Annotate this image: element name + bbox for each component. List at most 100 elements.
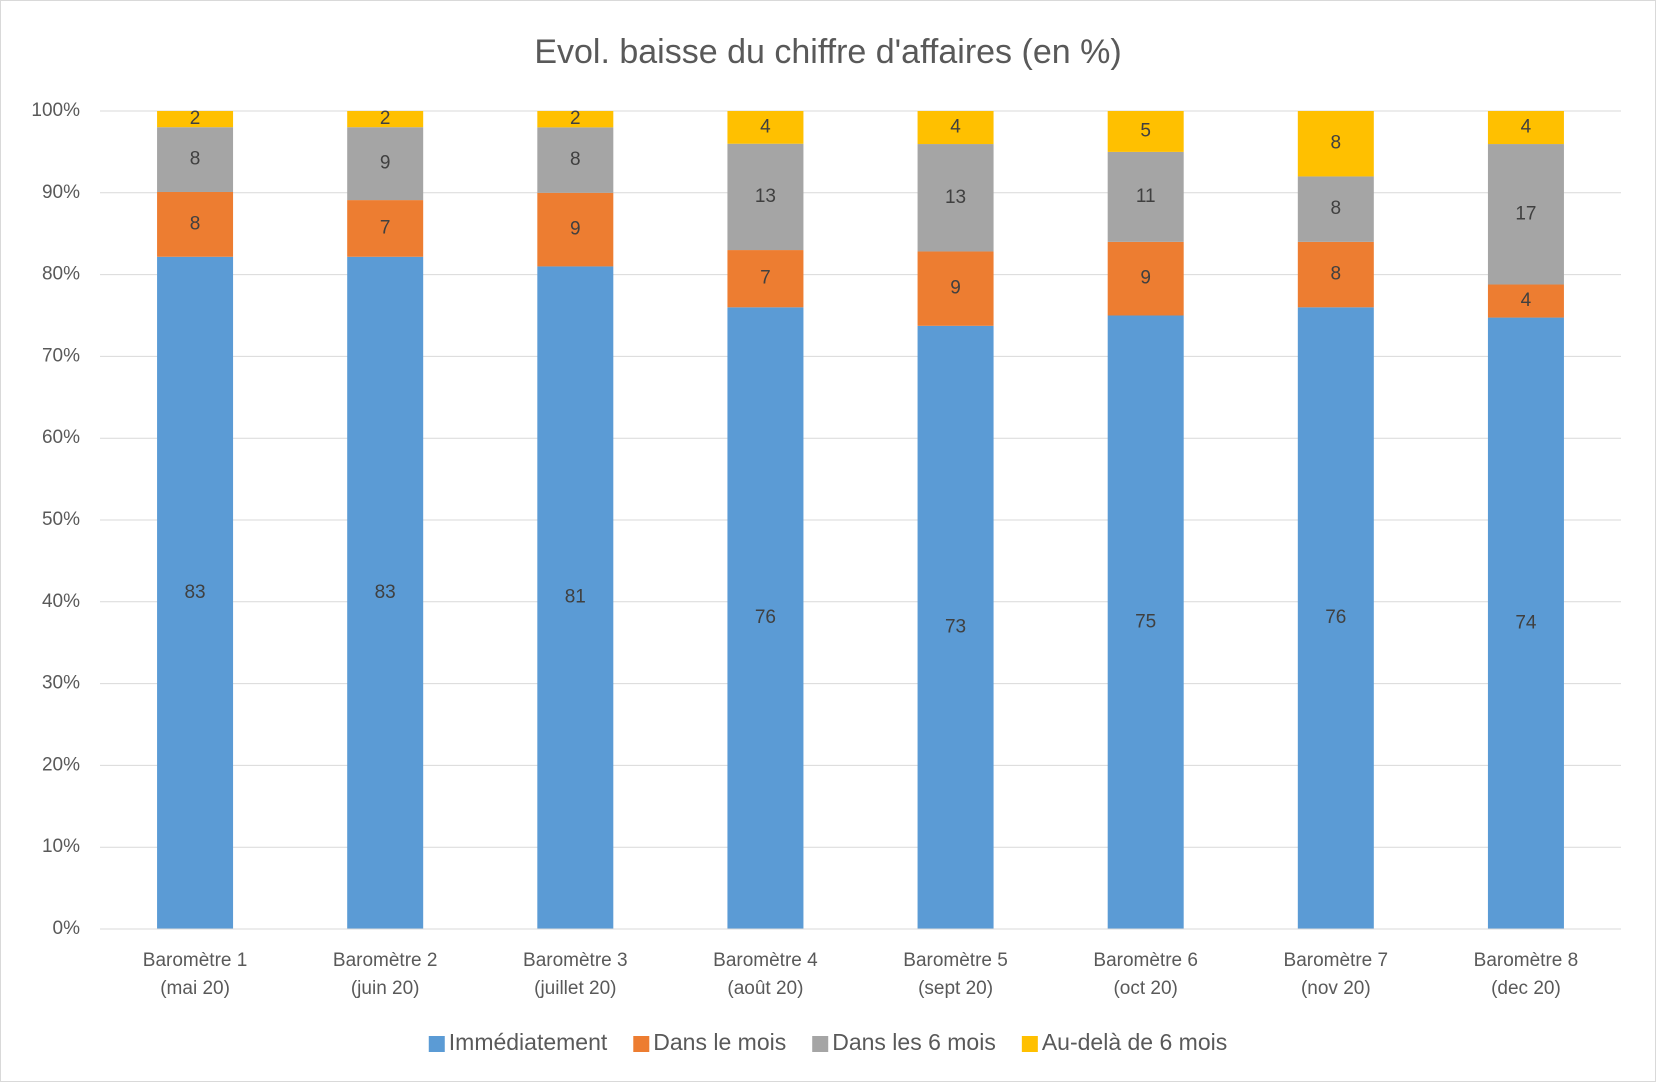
x-tick-label: (juin 20): [351, 978, 420, 999]
legend-swatch: [1021, 1036, 1038, 1052]
value-label: 8: [1331, 198, 1342, 219]
bar-segment: [1487, 317, 1564, 929]
bar-segment: [1487, 144, 1564, 285]
value-label: 74: [1515, 612, 1537, 633]
bar-segment: [537, 192, 614, 267]
bar-segment: [157, 191, 234, 257]
bar-segment: [917, 144, 994, 252]
bar-segment: [347, 256, 424, 929]
bar-segment: [537, 111, 614, 128]
value-label: 2: [190, 108, 201, 129]
value-label: 8: [1331, 264, 1342, 285]
value-label: 9: [1140, 268, 1151, 289]
value-label: 4: [950, 117, 961, 138]
bar-segment: [1107, 151, 1184, 242]
legend-swatch: [428, 1036, 445, 1052]
bar-segment: [1297, 111, 1374, 177]
legend-label: Dans le mois: [653, 1029, 786, 1055]
bar-segment: [917, 325, 994, 930]
value-label: 83: [375, 582, 396, 603]
value-label: 8: [1331, 133, 1342, 154]
value-label: 75: [1135, 611, 1156, 632]
legend-label: Au-delà de 6 mois: [1042, 1029, 1227, 1055]
bar-segment: [1487, 111, 1564, 145]
x-tick-label: Baromètre 5: [903, 950, 1008, 971]
bar-segment: [347, 200, 424, 257]
value-label: 13: [945, 187, 966, 208]
bar-segment: [727, 250, 804, 308]
value-label: 8: [190, 213, 201, 234]
bar-segment: [727, 111, 804, 144]
y-tick-label: 10%: [42, 836, 80, 857]
value-label: 8: [190, 149, 201, 170]
x-tick-label: Baromètre 1: [143, 950, 248, 971]
x-tick-label: (nov 20): [1301, 978, 1371, 999]
y-tick-label: 50%: [42, 509, 80, 530]
value-label: 7: [380, 217, 391, 238]
bar-segment: [537, 127, 614, 193]
bar-segment: [1107, 111, 1184, 152]
value-label: 5: [1140, 120, 1151, 141]
y-tick-label: 40%: [42, 591, 80, 612]
y-tick-label: 90%: [42, 182, 80, 203]
x-tick-label: (dec 20): [1491, 978, 1561, 999]
x-tick-label: Baromètre 2: [333, 950, 438, 971]
value-label: 9: [570, 219, 581, 240]
legend-swatch: [633, 1036, 650, 1052]
value-label: 8: [570, 149, 581, 170]
value-label: 9: [380, 153, 391, 174]
bar-segment: [157, 256, 234, 929]
bar-segment: [1487, 284, 1564, 318]
bar-segment: [917, 111, 994, 145]
x-tick-label: Baromètre 4: [713, 950, 818, 971]
y-tick-label: 0%: [53, 918, 81, 939]
value-label: 13: [755, 186, 776, 207]
x-tick-label: Baromètre 8: [1474, 950, 1579, 971]
x-tick-label: (mai 20): [160, 978, 230, 999]
bar-segment: [1107, 315, 1184, 929]
value-label: 11: [1136, 186, 1156, 207]
y-tick-label: 80%: [42, 264, 80, 285]
value-label: 76: [755, 607, 776, 628]
bar-segment: [1297, 241, 1374, 308]
bar-segment: [727, 143, 804, 251]
value-label: 81: [565, 587, 586, 608]
value-label: 2: [570, 108, 581, 129]
value-label: 4: [1521, 290, 1532, 311]
bar-segment: [157, 127, 234, 192]
legend-swatch: [812, 1036, 829, 1052]
y-tick-label: 60%: [42, 427, 80, 448]
y-tick-label: 20%: [42, 754, 80, 775]
bar-segment: [1297, 307, 1374, 929]
y-tick-label: 70%: [42, 345, 80, 366]
chart-title: Evol. baisse du chiffre d'affaires (en %…: [534, 33, 1121, 71]
value-label: 83: [184, 582, 205, 603]
bar-segment: [727, 307, 804, 929]
value-label: 7: [760, 268, 771, 289]
bar-segment: [1107, 241, 1184, 316]
x-tick-label: (sept 20): [918, 978, 993, 999]
x-tick-label: (août 20): [727, 978, 803, 999]
x-tick-label: Baromètre 3: [523, 950, 628, 971]
bar-segment: [917, 251, 994, 326]
value-label: 2: [380, 108, 391, 129]
value-label: 4: [760, 116, 771, 137]
bar-segment: [537, 266, 614, 929]
value-label: 9: [950, 278, 961, 299]
value-label: 76: [1325, 607, 1346, 628]
value-label: 4: [1521, 117, 1532, 138]
bar-segment: [1297, 176, 1374, 242]
y-tick-label: 100%: [31, 100, 80, 121]
legend-label: Dans les 6 mois: [832, 1029, 996, 1055]
bar-segment: [347, 111, 424, 128]
legend-label: Immédiatement: [449, 1029, 608, 1055]
x-tick-label: (oct 20): [1113, 978, 1177, 999]
value-label: 17: [1515, 203, 1536, 224]
bar-segment: [157, 111, 234, 128]
x-tick-label: Baromètre 6: [1093, 950, 1198, 971]
x-tick-label: (juillet 20): [534, 978, 616, 999]
bar-segment: [347, 127, 424, 201]
value-label: 73: [945, 616, 966, 637]
